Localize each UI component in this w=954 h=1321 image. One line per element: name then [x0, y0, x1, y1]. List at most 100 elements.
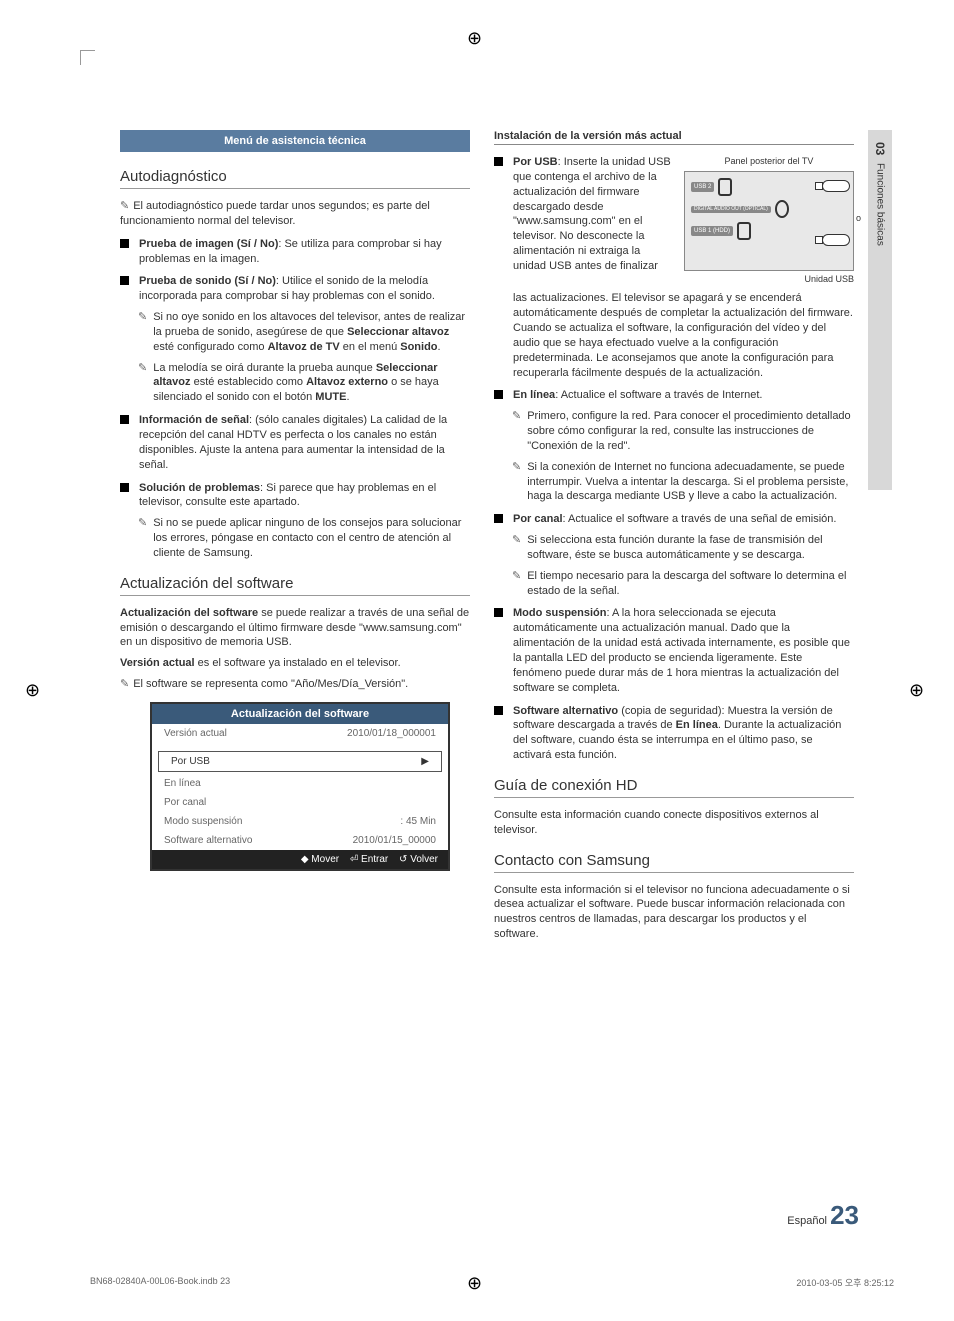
note-icon	[138, 310, 151, 355]
label-by-usb: Por USB	[513, 156, 558, 168]
text-standby: : A la hora seleccionada se ejecuta auto…	[513, 607, 850, 693]
crop-mark-left	[25, 680, 45, 700]
port-icon	[737, 222, 751, 240]
text-by-usb-cont: las actualizaciones. El televisor se apa…	[513, 291, 854, 380]
label-by-channel: Por canal	[513, 513, 563, 525]
label-standby: Modo suspensión	[513, 607, 607, 619]
port-optical: DIGITAL AUDIO OUT (OPTICAL)	[691, 206, 771, 213]
bullet-signal-info: Información de señal: (sólo canales digi…	[120, 413, 470, 472]
tv-panel-diagram: Panel posterior del TV USB 2	[684, 155, 854, 285]
sound-note-1: Si no oye sonido en los altavoces del te…	[138, 310, 470, 355]
port-usb2: USB 2	[691, 182, 714, 192]
online-note-1: Primero, configure la red. Para conocer …	[512, 409, 854, 454]
note-icon	[138, 361, 151, 406]
section-contact: Contacto con Samsung	[494, 852, 854, 873]
side-tab-number: 03	[873, 142, 887, 155]
tv-panel-label: Panel posterior del TV	[684, 155, 854, 167]
bullet-square-icon	[494, 390, 503, 399]
sw-alt-value: 2010/01/15_00000	[353, 835, 436, 846]
label-troubleshoot: Solución de problemas	[139, 482, 260, 494]
bullet-square-icon	[494, 608, 503, 617]
page-footer: Español 23	[787, 1200, 859, 1231]
bullet-standby: Modo suspensión: A la hora seleccionada …	[494, 606, 854, 695]
side-tab: 03 Funciones básicas	[868, 130, 892, 490]
port-icon	[775, 200, 789, 218]
crop-mark-right	[909, 680, 929, 700]
label-alt-sw: Software alternativo	[513, 705, 618, 717]
sw-row-usb[interactable]: Por USB ▶	[158, 751, 442, 772]
note-icon	[512, 569, 525, 599]
bullet-square-icon	[494, 706, 503, 715]
bullet-square-icon	[494, 157, 503, 166]
hd-guide-text: Consulte esta información cuando conecte…	[494, 808, 854, 838]
bullet-online: En línea: Actualice el software a través…	[494, 388, 854, 403]
autodiag-intro: El autodiagnóstico puede tardar unos seg…	[120, 199, 470, 229]
print-metadata: BN68-02840A-00L06-Book.indb 23 2010-03-0…	[90, 1276, 894, 1289]
sw-standby-value: : 45 Min	[400, 816, 436, 827]
usb-drive-icon	[815, 180, 855, 192]
text-by-usb: : Inserte la unidad USB que contenga el …	[513, 156, 671, 272]
sw-dialog-title: Actualización del software	[152, 704, 448, 724]
sw-row-current: Versión actual 2010/01/18_000001	[152, 724, 448, 743]
footer-page-number: 23	[830, 1200, 859, 1230]
section-hd-guide: Guía de conexión HD	[494, 777, 854, 798]
bullet-square-icon	[494, 514, 503, 523]
bullet-square-icon	[120, 415, 129, 424]
install-subhead: Instalación de la versión más actual	[494, 130, 854, 145]
label-sound-test: Prueba de sonido (Sí / No)	[139, 275, 276, 287]
channel-note-2: El tiempo necesario para la descarga del…	[512, 569, 854, 599]
label-signal-info: Información de señal	[139, 414, 249, 426]
bullet-square-icon	[120, 483, 129, 492]
sw-update-note: El software se representa como "Año/Mes/…	[120, 677, 470, 692]
right-column: Instalación de la versión más actual Por…	[494, 130, 854, 942]
footer-enter: ⏎ Entrar	[350, 854, 388, 865]
section-sw-update: Actualización del software	[120, 575, 470, 596]
sw-update-p2: Versión actual es el software ya instala…	[120, 656, 470, 671]
note-icon	[138, 516, 151, 561]
sw-row-online[interactable]: En línea	[152, 774, 448, 793]
label-online: En línea	[513, 389, 555, 401]
meta-filename: BN68-02840A-00L06-Book.indb 23	[90, 1276, 230, 1289]
autodiag-intro-text: El autodiagnóstico puede tardar unos seg…	[120, 200, 430, 227]
usb-caption: Unidad USB	[684, 273, 854, 285]
port-usb1: USB 1 (HDD)	[691, 226, 733, 236]
contact-text: Consulte esta información si el televiso…	[494, 883, 854, 942]
sw-current-value: 2010/01/18_000001	[347, 728, 436, 739]
sw-row-alt[interactable]: Software alternativo 2010/01/15_00000	[152, 831, 448, 850]
sw-update-p1: Actualización del software se puede real…	[120, 606, 470, 651]
sw-usb-label: Por USB	[171, 756, 210, 767]
sw-row-standby[interactable]: Modo suspensión : 45 Min	[152, 812, 448, 831]
bullet-alt-software: Software alternativo (copia de seguridad…	[494, 704, 854, 763]
note-icon	[120, 678, 133, 690]
section-autodiag: Autodiagnóstico	[120, 168, 470, 189]
port-icon	[718, 178, 732, 196]
bullet-by-channel: Por canal: Actualice el software a travé…	[494, 512, 854, 527]
tv-panel: USB 2 DIGITAL AUDIO OUT (OPTICAL)	[684, 171, 854, 271]
label-image-test: Prueba de imagen (Sí / No)	[139, 238, 278, 250]
meta-date: 2010-03-05 오후 8:25:12	[796, 1276, 894, 1289]
note-icon	[120, 200, 133, 212]
channel-note-1: Si selecciona esta función durante la fa…	[512, 533, 854, 563]
software-update-dialog: Actualización del software Versión actua…	[150, 702, 450, 871]
footer-lang: Español	[787, 1215, 827, 1227]
play-icon: ▶	[421, 756, 429, 767]
troubleshoot-note: Si no se puede aplicar ninguno de los co…	[138, 516, 470, 561]
bullet-by-usb: Por USB: Inserte la unidad USB que conte…	[494, 155, 854, 380]
sw-current-label: Versión actual	[164, 728, 227, 739]
footer-return: ↺ Volver	[399, 854, 438, 865]
bullet-square-icon	[120, 239, 129, 248]
sw-row-channel[interactable]: Por canal	[152, 793, 448, 812]
footer-move: ◆ Mover	[301, 854, 339, 865]
sw-dialog-footer: ◆ Mover ⏎ Entrar ↺ Volver	[152, 850, 448, 869]
or-label: o	[856, 212, 861, 224]
bullet-image-test: Prueba de imagen (Sí / No): Se utiliza p…	[120, 237, 470, 267]
menu-header: Menú de asistencia técnica	[120, 130, 470, 152]
usb-drive-icon	[815, 234, 855, 246]
note-icon	[512, 460, 525, 505]
bullet-troubleshoot: Solución de problemas: Si parece que hay…	[120, 481, 470, 511]
left-column: Menú de asistencia técnica Autodiagnósti…	[120, 130, 470, 942]
note-icon	[512, 533, 525, 563]
corner-mark	[80, 50, 95, 65]
crop-mark-top	[467, 28, 487, 48]
text-by-channel: : Actualice el software a través de una …	[563, 513, 837, 525]
